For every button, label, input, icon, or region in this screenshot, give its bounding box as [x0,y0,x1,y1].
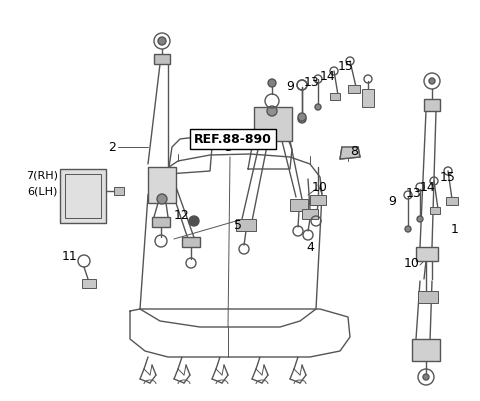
Bar [236,219,256,231]
Text: 11: 11 [62,249,78,262]
Text: 2: 2 [108,141,116,154]
Bar [290,200,308,211]
Text: 14: 14 [320,69,336,82]
Text: 13: 13 [304,75,320,88]
Bar [254,108,292,142]
Circle shape [405,227,411,233]
Text: REF.88-890: REF.88-890 [194,133,272,146]
Bar [60,170,106,223]
Circle shape [429,79,435,85]
Circle shape [298,116,306,124]
Text: 5: 5 [234,219,242,232]
Text: 12: 12 [174,209,190,222]
Circle shape [189,217,199,227]
Bar [418,291,438,303]
Circle shape [157,194,167,205]
Text: 4: 4 [306,241,314,254]
Bar [310,196,326,205]
Bar [65,174,101,219]
Bar [416,247,438,261]
Circle shape [158,38,166,46]
Bar [82,279,96,288]
Text: 10: 10 [312,181,328,194]
Bar [154,55,170,65]
Bar [148,168,176,203]
Text: 7(RH): 7(RH) [26,170,58,180]
Bar [430,207,440,215]
Circle shape [315,105,321,111]
Text: 9: 9 [388,195,396,208]
Bar [114,188,124,196]
Text: 13: 13 [406,187,422,200]
Text: 15: 15 [338,59,354,72]
Text: 8: 8 [350,145,358,158]
Text: 9: 9 [286,79,294,92]
Text: 6(LH): 6(LH) [27,186,57,196]
Text: 3: 3 [224,141,232,154]
Bar [152,217,170,227]
Text: 1: 1 [451,223,459,236]
Circle shape [417,217,423,223]
Bar [182,237,200,247]
Bar [330,94,340,101]
Circle shape [267,107,277,117]
Circle shape [268,80,276,88]
Bar [362,90,374,108]
Bar [412,339,440,361]
Circle shape [298,114,306,122]
Bar [302,209,318,219]
Text: 10: 10 [404,257,420,270]
Circle shape [423,374,429,380]
Bar [348,86,360,94]
Bar [424,100,440,112]
Bar [446,198,458,205]
Polygon shape [340,148,360,160]
Text: 14: 14 [420,181,436,194]
Text: 15: 15 [440,171,456,184]
